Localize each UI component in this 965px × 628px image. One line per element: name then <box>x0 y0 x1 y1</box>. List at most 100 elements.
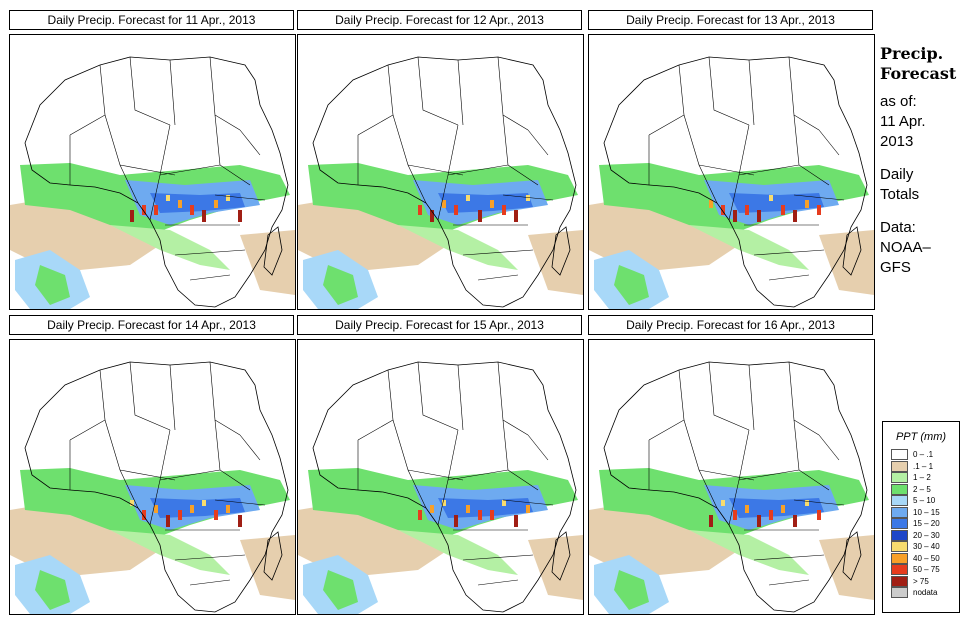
africa-map-svg <box>10 361 295 614</box>
heavy-rain-cell <box>238 515 242 527</box>
country-border <box>159 164 221 176</box>
legend-item: 5 – 10 <box>891 495 940 507</box>
heavy-rain-cell <box>202 500 206 506</box>
rain-band <box>323 265 358 305</box>
country-border <box>417 361 459 431</box>
rain-band <box>398 530 518 575</box>
heavy-rain-cell <box>178 510 182 520</box>
country-border <box>502 499 554 506</box>
heavy-rain-cell <box>130 210 134 222</box>
country-border <box>209 361 241 436</box>
heavy-rain-cell <box>769 195 773 201</box>
heavy-rain-cell <box>709 515 713 527</box>
legend-item: 10 – 15 <box>891 506 940 519</box>
legend-swatch <box>891 529 908 541</box>
rain-band <box>150 498 245 518</box>
rain-band <box>614 265 649 305</box>
country-border <box>818 434 840 461</box>
legend-label: 5 – 10 <box>913 496 936 506</box>
heavy-rain-cell <box>154 505 158 513</box>
forecast-panel-2: Daily Precip. Forecast for 12 Apr., 2013 <box>297 10 584 310</box>
legend-label: 1 – 2 <box>913 473 931 483</box>
heavy-rain-cell <box>502 500 506 506</box>
legend-title: PPT (mm) <box>895 431 947 443</box>
heavy-rain-cell <box>793 210 797 222</box>
data-source: Data: NOAA– GFS <box>880 219 931 276</box>
country-border <box>214 499 266 506</box>
country-border <box>189 579 231 586</box>
rain-band <box>438 498 533 518</box>
country-border <box>129 56 171 126</box>
country-border <box>407 164 464 176</box>
africa-map-svg <box>589 361 874 614</box>
country-border <box>169 364 176 431</box>
legend-item: 0 – .1 <box>891 449 940 461</box>
legend-item: nodata <box>891 587 940 599</box>
rain-band <box>729 193 824 213</box>
country-border <box>477 579 519 586</box>
country-border <box>174 249 246 256</box>
panel-title: Daily Precip. Forecast for 15 Apr., 2013 <box>297 315 582 335</box>
heavy-rain-cell <box>514 210 518 222</box>
rain-band <box>398 225 518 270</box>
country-border <box>447 469 509 481</box>
heavy-rain-cell <box>817 205 821 215</box>
legend-swatch <box>891 564 908 576</box>
legend-swatch <box>891 518 908 530</box>
heavy-rain-cell <box>526 505 530 513</box>
legend-item: 40 – 50 <box>891 552 940 565</box>
heavy-rain-cell <box>190 205 194 215</box>
country-border <box>457 364 464 431</box>
heavy-rain-cell <box>238 210 242 222</box>
legend-swatch <box>891 460 908 472</box>
legend-label: 15 – 20 <box>913 519 940 529</box>
heavy-rain-cell <box>130 500 134 506</box>
country-border <box>462 249 534 256</box>
rain-band <box>689 530 809 575</box>
legend-label: nodata <box>913 588 938 598</box>
country-border <box>738 469 800 481</box>
legend-swatch <box>891 587 908 599</box>
rain-band <box>614 570 649 610</box>
legend-label: 10 – 15 <box>913 507 940 517</box>
panel-title: Daily Precip. Forecast for 11 Apr., 2013 <box>9 10 294 30</box>
heavy-rain-cell <box>745 505 749 513</box>
country-border <box>174 554 246 561</box>
rain-band <box>110 225 230 270</box>
madagascar <box>263 531 283 581</box>
heavy-rain-cell <box>709 200 713 208</box>
panel-title: Daily Precip. Forecast for 12 Apr., 2013 <box>297 10 582 30</box>
panel-title: Daily Precip. Forecast for 13 Apr., 2013 <box>588 10 873 30</box>
heavy-rain-cell <box>178 200 182 208</box>
country-border <box>119 164 176 176</box>
madagascar <box>551 531 571 581</box>
heavy-rain-cell <box>769 510 773 520</box>
country-border <box>527 129 549 156</box>
country-border <box>239 129 261 156</box>
legend-label: 0 – .1 <box>913 450 934 460</box>
country-border <box>189 274 231 281</box>
panel-title: Daily Precip. Forecast for 14 Apr., 2013 <box>9 315 294 335</box>
heavy-rain-cell <box>526 195 530 201</box>
country-border <box>209 56 241 131</box>
country-border <box>738 164 800 176</box>
precip-map <box>588 34 875 310</box>
country-border <box>818 129 840 156</box>
heavy-rain-cell <box>514 515 518 527</box>
country-border <box>407 469 464 481</box>
precip-map <box>297 34 584 310</box>
heavy-rain-cell <box>490 510 494 520</box>
rain-band <box>35 265 70 305</box>
country-border <box>462 554 534 561</box>
rain-band <box>150 193 245 213</box>
africa-map-svg <box>298 56 583 309</box>
country-border <box>788 361 820 436</box>
country-border <box>417 56 459 126</box>
heavy-rain-cell <box>466 505 470 513</box>
heavy-rain-cell <box>142 205 146 215</box>
heavy-rain-cell <box>502 205 506 215</box>
heavy-rain-cell <box>478 510 482 520</box>
country-border <box>793 499 845 506</box>
country-border <box>457 59 464 126</box>
